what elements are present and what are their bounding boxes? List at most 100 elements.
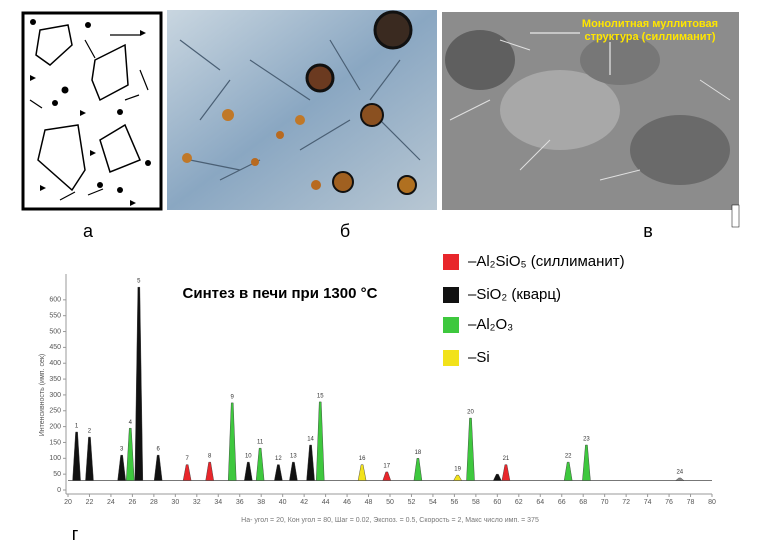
peak bbox=[274, 464, 283, 481]
peak bbox=[563, 461, 573, 481]
chart-title: Синтез в печи при 1300 °C bbox=[183, 285, 378, 302]
legend-swatch bbox=[443, 287, 459, 303]
peak bbox=[153, 454, 163, 481]
x-tick-label: 62 bbox=[515, 499, 523, 506]
x-tick-label: 24 bbox=[107, 499, 115, 506]
y-tick-label: 350 bbox=[49, 376, 61, 383]
peak-label: 5 bbox=[137, 279, 141, 285]
peak-label: 18 bbox=[415, 450, 422, 456]
peak-label: 23 bbox=[583, 437, 590, 443]
micrograph-panel bbox=[167, 10, 437, 210]
x-tick-label: 56 bbox=[451, 499, 459, 506]
x-tick-label: 28 bbox=[150, 499, 158, 506]
x-tick-label: 68 bbox=[579, 499, 587, 506]
peak-label: 15 bbox=[317, 393, 324, 399]
x-tick-label: 36 bbox=[236, 499, 244, 506]
peak-label: 20 bbox=[467, 410, 474, 416]
peak-label: 22 bbox=[565, 454, 572, 460]
peak-label: 4 bbox=[129, 420, 133, 426]
sem-panel: Монолитная муллитовая структура (силлима… bbox=[442, 12, 740, 228]
peak-label: 19 bbox=[454, 467, 461, 473]
footer: На- угол = 20, Кон угол = 80, Шаг = 0.02… bbox=[241, 517, 539, 524]
x-tick-label: 26 bbox=[129, 499, 137, 506]
peak-label: 6 bbox=[156, 447, 160, 453]
peak-label: 12 bbox=[275, 456, 282, 462]
x-tick-label: 20 bbox=[64, 499, 72, 506]
peak bbox=[134, 286, 144, 481]
panel-label: в bbox=[643, 221, 653, 241]
x-tick-label: 74 bbox=[644, 499, 652, 506]
y-tick-label: 150 bbox=[49, 439, 61, 446]
y-axis-label: Интенсивность (имп. сек) bbox=[39, 354, 46, 437]
sem-annotation: Монолитная муллитовая bbox=[582, 18, 718, 30]
peak bbox=[306, 444, 315, 481]
peak-label: 3 bbox=[120, 447, 124, 453]
peak-label: 10 bbox=[245, 454, 252, 460]
panel-label: б bbox=[340, 221, 350, 241]
schematic-panel bbox=[21, 11, 163, 211]
x-tick-label: 78 bbox=[687, 499, 695, 506]
peak bbox=[493, 473, 502, 481]
peak-label: 13 bbox=[290, 454, 297, 460]
x-tick-label: 46 bbox=[343, 499, 351, 506]
panel-label: г bbox=[72, 524, 79, 544]
x-tick-label: 48 bbox=[365, 499, 373, 506]
x-tick-label: 58 bbox=[472, 499, 480, 506]
peak bbox=[675, 477, 685, 481]
legend-swatch bbox=[443, 254, 459, 270]
x-tick-label: 54 bbox=[429, 499, 437, 506]
x-tick-label: 34 bbox=[214, 499, 222, 506]
peak-label: 9 bbox=[231, 394, 235, 400]
peak bbox=[316, 401, 325, 481]
peak bbox=[382, 471, 392, 481]
x-tick-label: 40 bbox=[279, 499, 287, 506]
legend-label: –SiO₂ (кварц) bbox=[468, 286, 561, 303]
x-tick-label: 30 bbox=[171, 499, 179, 506]
x-tick-label: 38 bbox=[257, 499, 265, 506]
peak bbox=[85, 436, 94, 481]
legend-swatch bbox=[443, 350, 459, 366]
peak bbox=[289, 461, 298, 481]
x-tick-label: 60 bbox=[493, 499, 501, 506]
x-tick-label: 70 bbox=[601, 499, 609, 506]
x-tick-label: 80 bbox=[708, 499, 716, 506]
peak-label: 8 bbox=[208, 454, 212, 460]
peak bbox=[466, 417, 475, 481]
peak-label: 11 bbox=[257, 440, 264, 446]
peak bbox=[453, 474, 462, 481]
peak-label: 14 bbox=[307, 437, 314, 443]
panel-label: а bbox=[83, 221, 94, 241]
peak-label: 1 bbox=[75, 424, 79, 430]
y-tick-label: 500 bbox=[49, 328, 61, 335]
peak-label: 21 bbox=[503, 456, 510, 462]
y-tick-label: 200 bbox=[49, 423, 61, 430]
x-tick-label: 32 bbox=[193, 499, 201, 506]
peak-label: 7 bbox=[185, 456, 189, 462]
peak bbox=[501, 464, 511, 481]
x-tick-label: 22 bbox=[86, 499, 94, 506]
y-tick-label: 300 bbox=[49, 392, 61, 399]
peak bbox=[126, 428, 135, 481]
legend-label: –Si bbox=[468, 349, 490, 366]
y-tick-label: 250 bbox=[49, 408, 61, 415]
peak-label: 17 bbox=[383, 464, 390, 470]
peak bbox=[72, 431, 81, 481]
y-tick-label: 600 bbox=[49, 297, 61, 304]
legend-label: –Al₂SiO₅ (силлиманит) bbox=[468, 253, 625, 270]
peak-label: 24 bbox=[676, 470, 683, 476]
peak bbox=[357, 464, 367, 481]
peak bbox=[205, 461, 214, 481]
y-tick-label: 50 bbox=[53, 471, 61, 478]
legend-label: –Al₂O₃ bbox=[468, 316, 513, 333]
peak-label: 16 bbox=[359, 456, 366, 462]
y-tick-label: 100 bbox=[49, 455, 61, 462]
peak bbox=[228, 402, 237, 481]
x-tick-label: 76 bbox=[665, 499, 673, 506]
peak-label: 2 bbox=[88, 429, 92, 435]
y-tick-label: 550 bbox=[49, 313, 61, 320]
y-tick-label: 400 bbox=[49, 360, 61, 367]
x-tick-label: 52 bbox=[408, 499, 416, 506]
sem-annotation: структура (силлиманит) bbox=[584, 31, 715, 43]
